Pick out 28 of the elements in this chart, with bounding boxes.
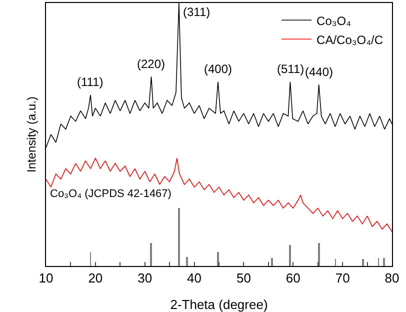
x-tick-label: 80: [384, 270, 400, 286]
x-tick-label: 20: [88, 270, 103, 286]
bar: [383, 258, 385, 266]
y-axis-title: Intensity (a.u.): [24, 96, 38, 173]
bar: [271, 258, 273, 266]
x-tick-label: 60: [286, 270, 300, 286]
bar: [362, 259, 364, 266]
bar: [178, 208, 180, 266]
bar: [318, 243, 320, 266]
x-axis-title: 2-Theta (degree): [170, 297, 268, 312]
bar: [217, 252, 219, 266]
legend-label: CA/Co₃O₄/C: [316, 32, 384, 47]
x-tick-label: 30: [138, 270, 152, 286]
x-tick-label: 70: [335, 270, 350, 286]
bar: [186, 257, 188, 266]
bar: [289, 245, 291, 266]
annotation: (440): [305, 65, 334, 79]
annotation: Co₃O₄ (JCPDS 42-1467): [50, 188, 172, 200]
annotation: (220): [137, 57, 166, 71]
annotation: (311): [183, 5, 210, 19]
x-tick-label: 50: [236, 270, 251, 286]
bar: [150, 243, 152, 266]
annotation: (511): [277, 62, 304, 76]
x-tick-label: 40: [187, 270, 202, 286]
annotation: (400): [204, 62, 232, 76]
annotation: (111): [77, 75, 104, 89]
legend-label: Co₃O₄: [316, 14, 352, 28]
x-tick-label: 10: [38, 270, 54, 286]
